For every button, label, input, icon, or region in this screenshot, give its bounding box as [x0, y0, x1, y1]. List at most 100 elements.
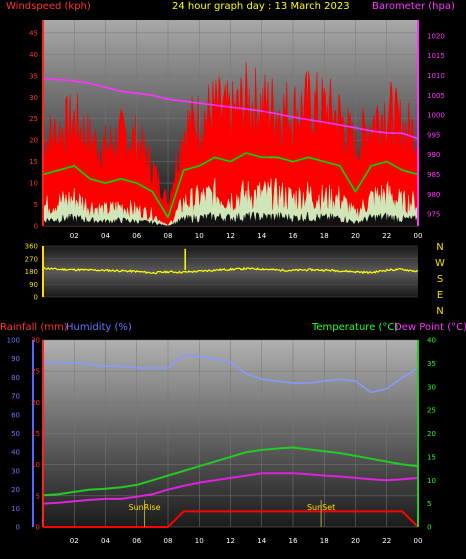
barometer-line: [43, 78, 419, 140]
direction-ticks: 0 90 180 270 360: [25, 243, 38, 302]
x-tick-label: 04: [101, 537, 110, 545]
wind-tick-label: 20: [29, 137, 38, 145]
temperature-tick-label: 15: [427, 453, 436, 461]
wind-gust-area: [42, 61, 419, 227]
wind-tick-label: 40: [29, 51, 38, 59]
humidity-tick-label: 80: [11, 374, 20, 382]
x-tick-label: 12: [226, 537, 235, 545]
compass-label: E: [437, 290, 443, 301]
x-tick-label: 00: [414, 537, 423, 545]
wind-average-area: [42, 178, 419, 227]
x-tick-label: 10: [195, 232, 204, 240]
wind-calm-area: [42, 211, 419, 227]
wind-direction-line: [42, 266, 419, 275]
barometer-tick-label: 980: [427, 191, 440, 199]
x-tick-label: 12: [226, 232, 235, 240]
wind-axis-label: Windspeed (kph): [6, 1, 91, 12]
x-tick-label: 20: [351, 537, 360, 545]
rain-tick-label: 10: [31, 461, 40, 469]
wind-tick-label: 45: [29, 29, 38, 37]
wind-tick-label: 15: [29, 158, 38, 166]
compass-label: W: [435, 258, 445, 269]
temperature-tick-label: 40: [427, 337, 436, 345]
x-tick-label: 16: [289, 232, 298, 240]
humidity-tick-label: 60: [11, 411, 20, 419]
barometer-tick-label: 1020: [427, 32, 445, 40]
barometer-tick-label: 985: [427, 171, 440, 179]
direction-panel-grid: [43, 245, 418, 298]
barometer-axis-label: Barometer (hpa): [372, 1, 455, 12]
compass-label: N: [436, 242, 443, 253]
x-axis-ticks-bottom: 02 04 06 08 10 12 14 16 18 20 22 00: [70, 537, 423, 545]
rain-ticks: 0 5 10 15 20 25 30: [31, 337, 40, 532]
compass-label: N: [436, 306, 443, 317]
barometer-ticks: 975 980 985 990 995 1000 1005 1010 1015 1020: [427, 32, 445, 218]
humidity-tick-label: 40: [11, 449, 20, 457]
temperature-tick-label: 25: [427, 407, 436, 415]
barometer-tick-label: 975: [427, 211, 440, 219]
rain-tick-label: 20: [31, 399, 40, 407]
humidity-tick-label: 20: [11, 486, 20, 494]
x-tick-label: 10: [195, 537, 204, 545]
rain-tick-label: 15: [31, 430, 40, 438]
direction-tick-label: 180: [25, 268, 38, 276]
compass-label: S: [437, 274, 443, 285]
rainfall-axis-label: Rainfall (mm): [0, 322, 68, 333]
rain-tick-label: 5: [36, 492, 40, 500]
x-axis-ticks: 02 04 06 08 10 12 14 16 18 20 22 00: [70, 232, 423, 240]
temperature-tick-label: 20: [427, 430, 436, 438]
humidity-tick-label: 100: [7, 337, 20, 345]
humidity-tick-label: 30: [11, 467, 20, 475]
humidity-tick-label: 10: [11, 505, 20, 513]
humidity-line: [43, 354, 419, 394]
direction-tick-label: 0: [34, 294, 38, 302]
x-tick-label: 22: [382, 232, 391, 240]
temperature-line: [42, 446, 419, 497]
wind-panel-marks: [42, 61, 419, 227]
temperature-ticks: 0 5 10 15 20 25 30 35 40: [427, 337, 436, 532]
x-tick-label: 14: [257, 537, 266, 545]
x-tick-label: 02: [70, 537, 79, 545]
humidity-tick-label: 70: [11, 393, 20, 401]
temperature-axis-label: Temperature (°C): [311, 322, 398, 333]
x-tick-label: 02: [70, 232, 79, 240]
rain-tick-label: 30: [31, 337, 40, 345]
barometer-tick-label: 1000: [427, 112, 445, 120]
humidity-tick-label: 90: [11, 355, 20, 363]
x-tick-label: 06: [132, 537, 141, 545]
direction-tick-label: 270: [25, 255, 38, 263]
humidity-tick-label: 50: [11, 430, 20, 438]
x-tick-label: 18: [320, 232, 329, 240]
sun-annotation-label: SunSet: [307, 503, 335, 512]
x-tick-label: 14: [257, 232, 266, 240]
humidity-ticks: 0 10 20 30 40 50 60 70 80 90 100: [7, 337, 20, 532]
x-tick-label: 04: [101, 232, 110, 240]
x-tick-label: 06: [132, 232, 141, 240]
wind-tick-label: 35: [29, 72, 38, 80]
temperature-tick-label: 5: [427, 500, 431, 508]
x-tick-label: 16: [289, 537, 298, 545]
x-tick-label: 22: [382, 537, 391, 545]
rainfall-line: [43, 510, 419, 528]
temperature-tick-label: 35: [427, 360, 436, 368]
wind-speed-line: [42, 152, 419, 219]
barometer-tick-label: 1005: [427, 92, 445, 100]
temperature-tick-label: 10: [427, 477, 436, 485]
direction-tick-label: 360: [25, 243, 38, 251]
humidity-tick-label: 0: [16, 524, 20, 532]
wind-tick-label: 5: [34, 201, 38, 209]
barometer-tick-label: 990: [427, 151, 440, 159]
barometer-tick-label: 995: [427, 131, 440, 139]
x-tick-label: 00: [414, 232, 423, 240]
wind-tick-label: 25: [29, 115, 38, 123]
climate-panel-marks: SunRise SunSet: [42, 354, 419, 528]
wind-tick-label: 30: [29, 94, 38, 102]
barometer-tick-label: 1010: [427, 72, 445, 80]
x-tick-label: 08: [164, 232, 173, 240]
temperature-tick-label: 30: [427, 383, 436, 391]
x-tick-label: 18: [320, 537, 329, 545]
barometer-tick-label: 1015: [427, 52, 445, 60]
